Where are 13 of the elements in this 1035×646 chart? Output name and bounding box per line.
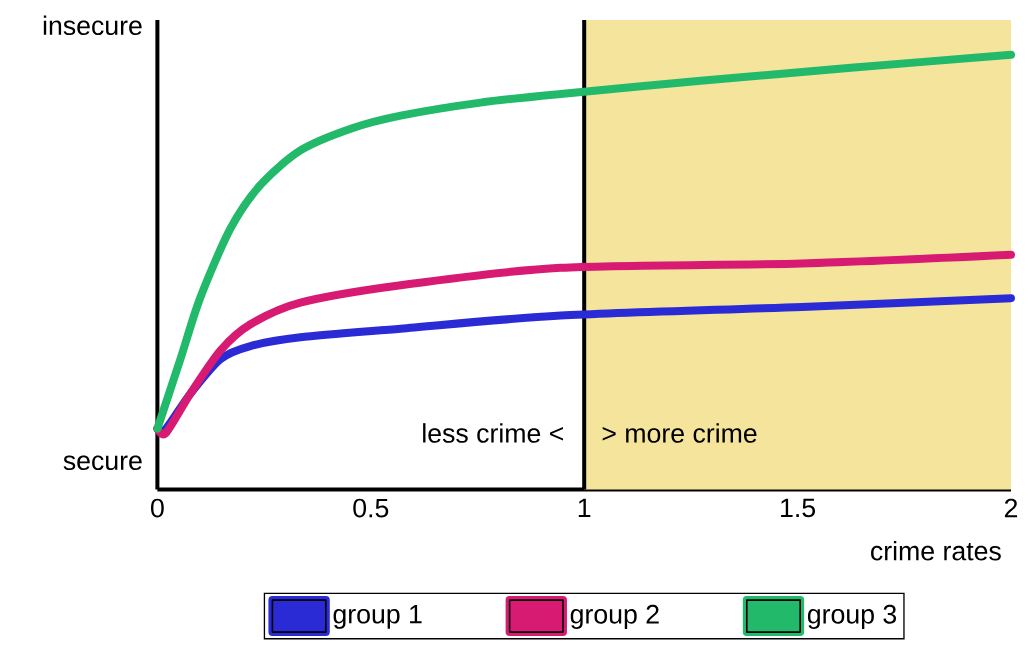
annotation: less crime <	[423, 423, 564, 443]
text: insecure	[43, 15, 142, 36]
x-axis-title: crime rates	[871, 541, 1001, 561]
x-tick-label: 0.5	[353, 498, 389, 518]
legend-label: group 3	[807, 605, 897, 630]
legend-label: group 2	[570, 605, 659, 630]
x-tick-label: 1.5	[781, 498, 816, 518]
x-tick-label: 1	[578, 498, 591, 518]
x-tick-label: 2	[1004, 498, 1018, 518]
text: secure	[63, 455, 142, 471]
annotation: > more crime	[602, 423, 757, 443]
x-tick-label: 0	[151, 498, 164, 518]
legend-label: group 1	[333, 605, 422, 630]
